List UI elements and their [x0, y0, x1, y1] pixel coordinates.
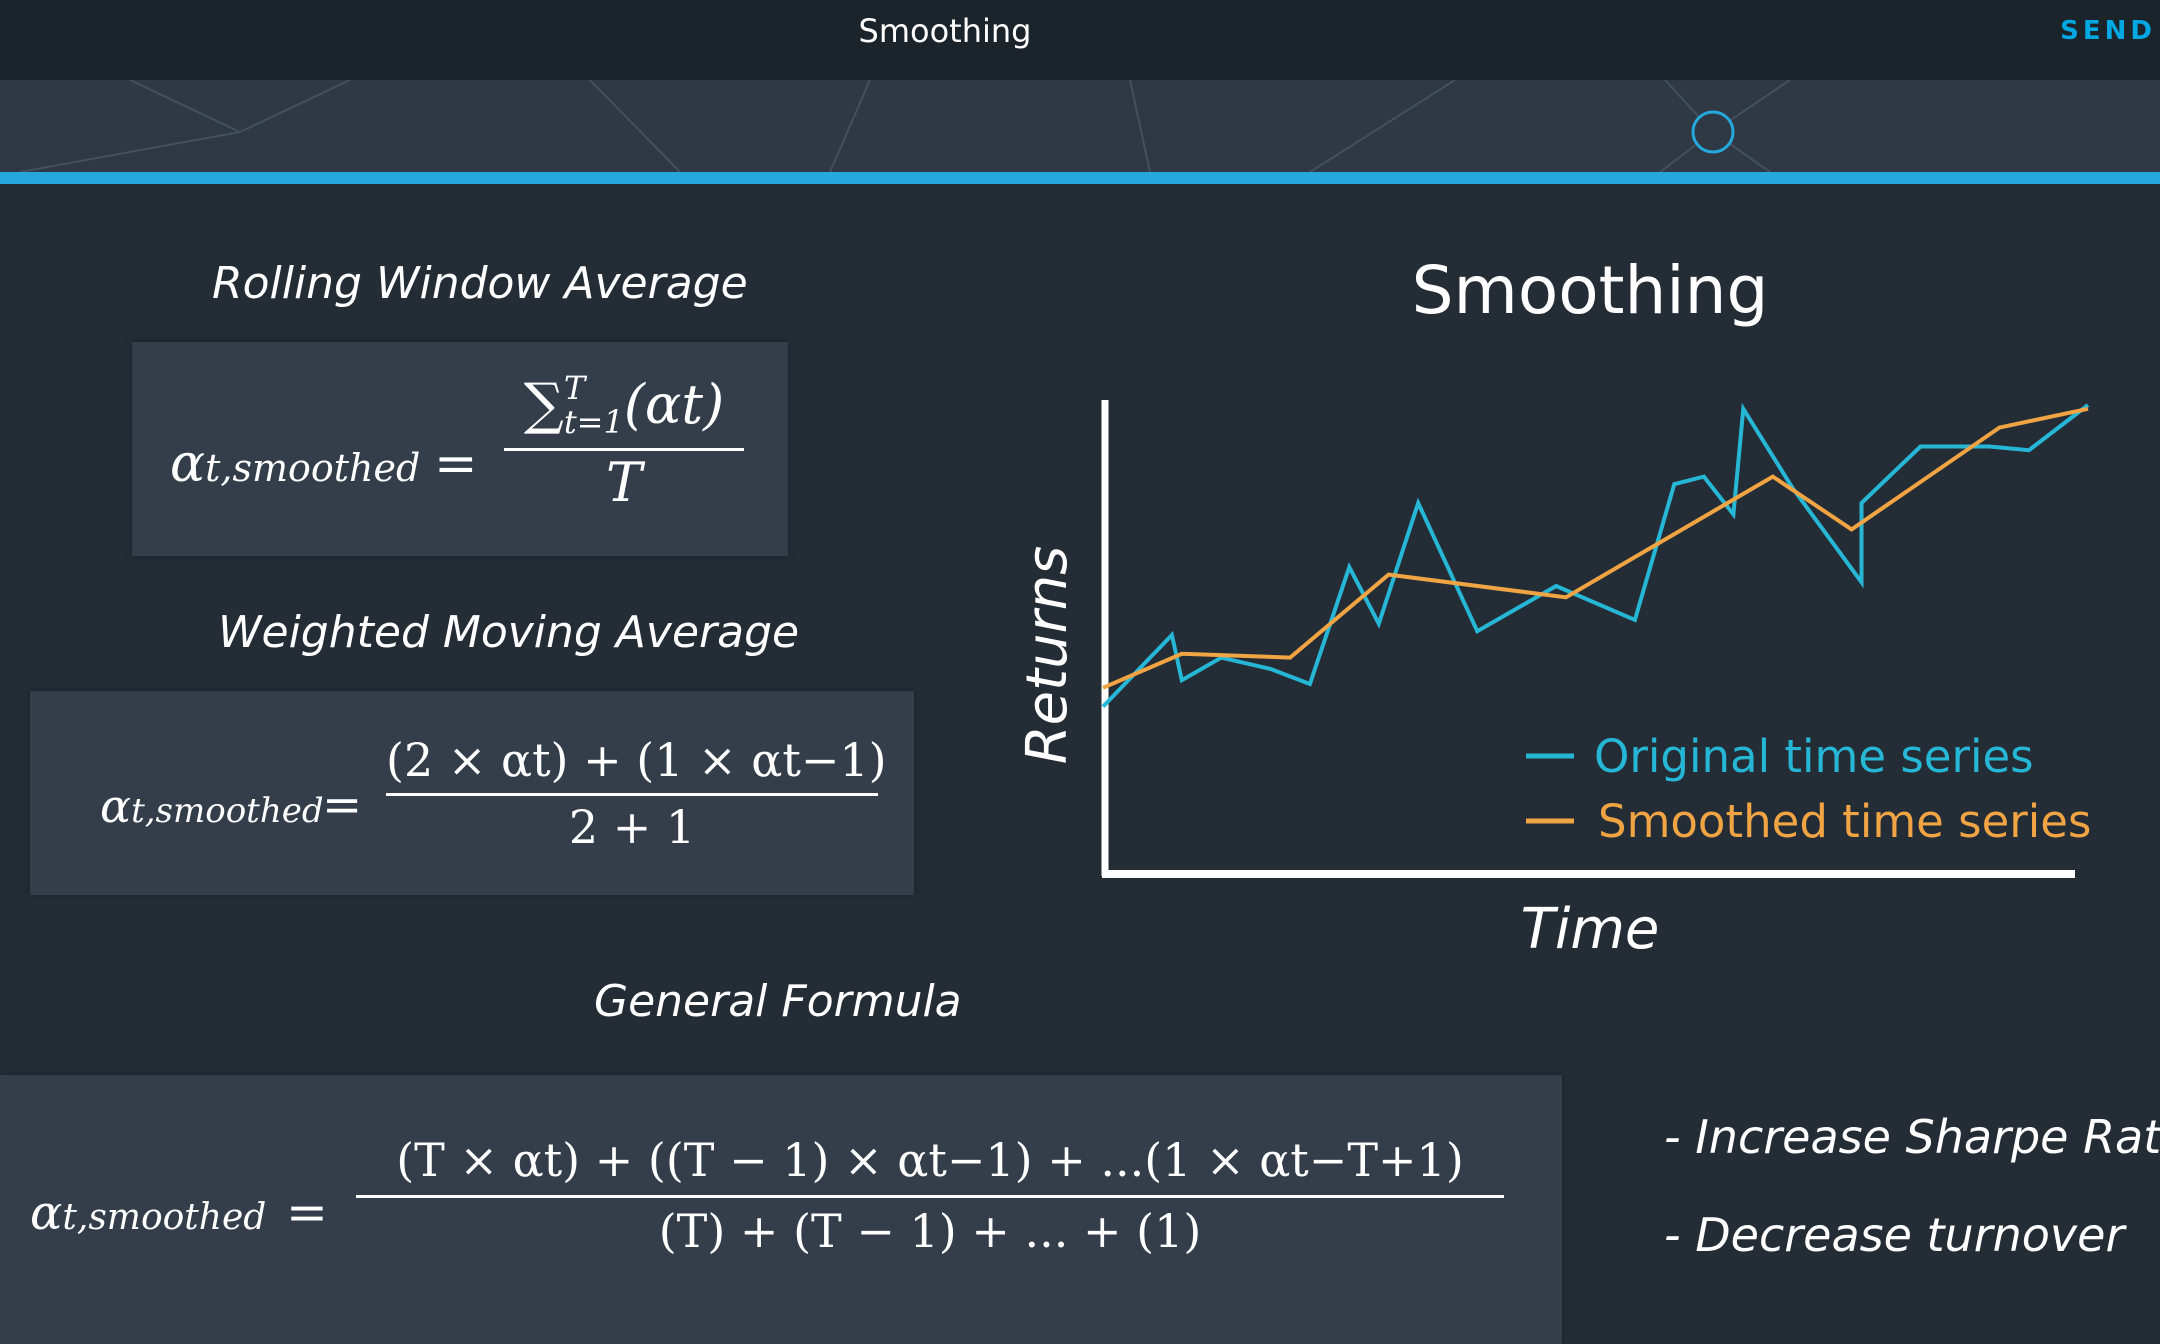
banner-lines-decoration [19, 80, 1791, 172]
general-formula-equals: = [286, 1183, 328, 1241]
rolling-window-heading: Rolling Window Average [212, 258, 748, 309]
chart-title: Smoothing [1411, 252, 1769, 329]
general-formula-lhs: αt,smoothed [30, 1185, 267, 1241]
general-formula-heading: General Formula [594, 976, 962, 1027]
weighted-formula-fraction: (2 × αt) + (1 × αt−1) 2 + 1 [386, 733, 887, 854]
rolling-formula-equals: = [434, 434, 478, 494]
legend-label-original: Original time series [1594, 730, 2034, 783]
chart-axes [1101, 400, 2075, 878]
rolling-formula-lhs: αt,smoothed [170, 434, 421, 494]
x-axis-label: Time [1521, 897, 1660, 962]
weighted-moving-heading: Weighted Moving Average [218, 607, 800, 658]
legend-label-smoothed: Smoothed time series [1598, 795, 2091, 848]
general-formula-fraction-bar [356, 1195, 1504, 1198]
general-formula-box: αt,smoothed = (T × αt) + ((T − 1) × αt−1… [0, 1075, 1562, 1344]
rolling-formula-denominator: T [605, 451, 643, 514]
series-line-original [1101, 402, 2090, 708]
rolling-formula-fraction-bar [504, 448, 744, 451]
window-title: Smoothing [858, 12, 1032, 50]
decorative-banner [0, 80, 2160, 172]
weighted-formula-fraction-bar [386, 793, 878, 796]
top-bar: Smoothing SEND [0, 0, 2160, 80]
weighted-formula-numerator: (2 × αt) + (1 × αt−1) [386, 733, 887, 787]
progress-bar [0, 172, 2160, 184]
smoothing-chart: Original time series Smoothed time series… [1015, 400, 2091, 962]
series-line-smoothed [1102, 406, 2089, 690]
weighted-formula-equals: = [322, 777, 363, 833]
general-formula-numerator: (T × αt) + ((T − 1) × αt−1) + ...(1 × αt… [396, 1133, 1464, 1187]
weighted-formula-denominator: 2 + 1 [568, 800, 696, 854]
general-formula-denominator: (T) + (T − 1) + ... + (1) [658, 1204, 1202, 1258]
send-button[interactable]: SEND [2060, 16, 2156, 46]
bullet-turnover: - Decrease turnover [1664, 1208, 2125, 1262]
weighted-moving-formula-box: αt,smoothed = (2 × αt) + (1 × αt−1) 2 + … [30, 691, 914, 895]
bullet-sharpe-ratio: - Increase Sharpe Ratio [1664, 1110, 2160, 1164]
general-formula-fraction: (T × αt) + ((T − 1) × αt−1) + ...(1 × αt… [356, 1133, 1504, 1258]
weighted-formula-lhs: αt,smoothed [100, 779, 324, 833]
chart-series [1101, 402, 2090, 708]
chart-legend: Original time series Smoothed time series [1526, 730, 2091, 848]
y-axis-label: Returns [1015, 546, 1080, 765]
